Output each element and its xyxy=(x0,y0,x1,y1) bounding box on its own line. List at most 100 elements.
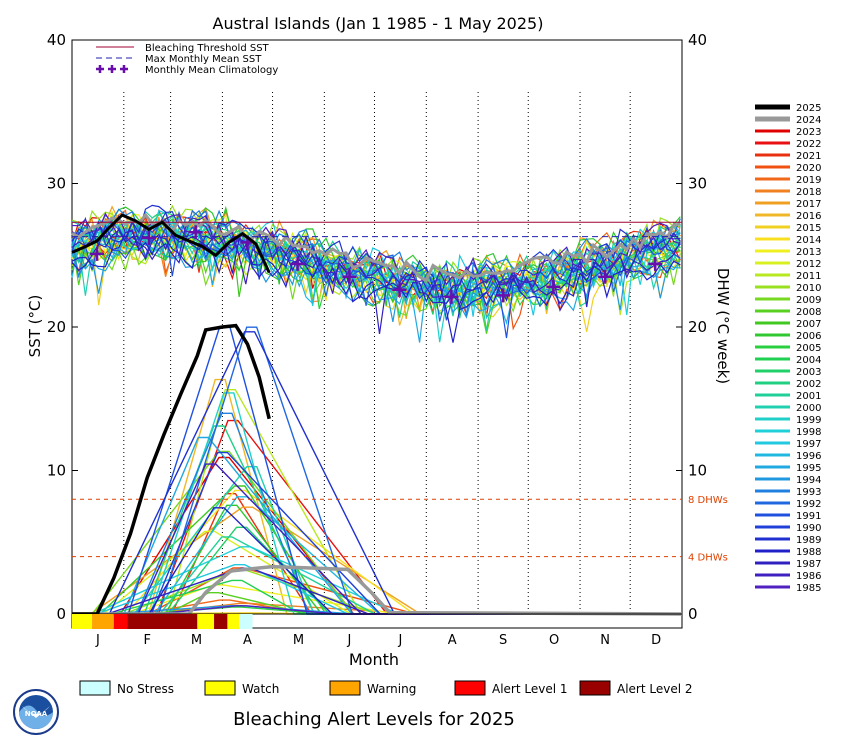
month-tick-label: S xyxy=(499,633,507,648)
year-legend-label: 2012 xyxy=(796,259,821,270)
series-2024-dhw-line xyxy=(72,564,683,616)
month-tick-label: O xyxy=(549,633,559,648)
year-legend-label: 2025 xyxy=(796,103,821,114)
month-tick-label: F xyxy=(143,633,150,648)
month-tick-label: N xyxy=(600,633,610,648)
y-tick-label-left: 10 xyxy=(47,462,66,480)
alert-level-bar xyxy=(72,614,253,629)
climatology-marker xyxy=(141,231,156,246)
year-legend-label: 2002 xyxy=(796,379,821,390)
year-legend-label: 1992 xyxy=(796,499,821,510)
alert-legend-swatch xyxy=(204,680,236,696)
year-legend-label: 2001 xyxy=(796,391,821,402)
year-legend-label: 2003 xyxy=(796,367,821,378)
plot-frame xyxy=(71,39,683,629)
legend-plus-marker xyxy=(96,65,104,73)
historical-dhw-curves xyxy=(72,325,682,615)
year-legend-label: 1989 xyxy=(796,535,821,546)
alert-bar-segment xyxy=(92,614,114,629)
year-legend-label: 1994 xyxy=(796,475,821,486)
year-legend-label: 2018 xyxy=(796,187,821,198)
year-legend-label: 2010 xyxy=(796,283,821,294)
month-tick-label: A xyxy=(243,633,252,648)
year-legend-label: 2000 xyxy=(796,403,821,414)
climatology-marker xyxy=(188,225,203,240)
footer-title: Bleaching Alert Levels for 2025 xyxy=(233,709,515,730)
historical-dhw-line xyxy=(72,466,682,615)
climatology-marker xyxy=(444,289,459,304)
series-2024-sst-line xyxy=(71,212,681,283)
alert-legend-label: Alert Level 1 xyxy=(492,682,568,696)
year-legend-label: 2015 xyxy=(796,223,821,234)
y-tick-label-left: 40 xyxy=(47,31,66,49)
month-tick-label: M xyxy=(293,633,304,648)
month-tick-label: J xyxy=(397,633,402,648)
legend-plus-marker xyxy=(120,65,128,73)
series-2025-sst-line xyxy=(71,213,271,274)
alert-legend-label: Watch xyxy=(242,682,279,696)
year-legend-label: 2014 xyxy=(796,235,821,246)
year-legend-label: 1997 xyxy=(796,439,821,450)
year-legend-label: 1990 xyxy=(796,523,821,534)
year-legend-label: 2019 xyxy=(796,175,821,186)
y-tick-label-left: 0 xyxy=(56,605,66,623)
y-axis-right-ticks: 0 10 20 30 40 xyxy=(676,31,707,623)
month-tick-label: J xyxy=(95,633,100,648)
y-axis-left-ticks: 0 10 20 30 40 xyxy=(47,31,78,623)
year-legend-label: 1998 xyxy=(796,427,821,438)
alert-legend-label: No Stress xyxy=(117,682,174,696)
year-legend-label: 2008 xyxy=(796,307,821,318)
historical-sst-line xyxy=(71,219,681,343)
y-tick-label-left: 20 xyxy=(47,318,66,336)
climatology-marker xyxy=(496,288,511,303)
year-legend-label: 2007 xyxy=(796,319,821,330)
year-legend: 2025202420232022202120202019201820172016… xyxy=(755,103,821,594)
y-axis-right-label: DHW (°C week) xyxy=(714,268,732,384)
threshold-legend-label: Max Monthly Mean SST xyxy=(145,54,262,65)
year-legend-label: 2022 xyxy=(796,139,821,150)
month-tick-label: D xyxy=(651,633,661,648)
year-legend-label: 1995 xyxy=(796,463,821,474)
climatology-marker xyxy=(290,256,305,271)
climatology-marker xyxy=(546,279,561,294)
year-legend-label: 2021 xyxy=(796,151,821,162)
historical-sst-line xyxy=(71,229,681,334)
climatology-marker xyxy=(392,282,407,297)
year-legend-label: 2009 xyxy=(796,295,821,306)
year-legend-label: 2006 xyxy=(796,331,821,342)
logo-text: NOAA xyxy=(25,710,48,718)
year-legend-label: 2023 xyxy=(796,127,821,138)
dhw-threshold-lines: 8 DHWs 4 DHWs xyxy=(72,495,728,564)
alert-legend-label: Alert Level 2 xyxy=(617,682,693,696)
x-axis-label: Month xyxy=(349,650,399,669)
alert-legend-swatch xyxy=(79,680,111,696)
year-legend-label: 1996 xyxy=(796,451,821,462)
month-gridlines xyxy=(123,92,631,614)
year-legend-label: 1988 xyxy=(796,547,821,558)
year-legend-label: 2011 xyxy=(796,271,821,282)
year-legend-label: 2013 xyxy=(796,247,821,258)
year-legend-label: 2017 xyxy=(796,199,821,210)
alert-bar-segment xyxy=(72,614,93,629)
year-legend-label: 2005 xyxy=(796,343,821,354)
year-legend-label: 1985 xyxy=(796,583,821,594)
alert-bar-segment xyxy=(127,614,198,629)
y-tick-label-left: 30 xyxy=(47,175,66,193)
year-legend-label: 2020 xyxy=(796,163,821,174)
y-tick-label-right: 0 xyxy=(688,605,698,623)
historical-sst-line xyxy=(71,226,681,316)
month-tick-label: A xyxy=(448,633,457,648)
historical-sst-band xyxy=(71,204,681,343)
historical-sst-line xyxy=(71,226,681,339)
series-2025-dhw-line xyxy=(72,323,271,616)
dhw-threshold-label: 8 DHWs xyxy=(688,495,728,506)
historical-dhw-line xyxy=(72,569,682,615)
noaa-logo-icon: NOAA xyxy=(13,689,59,735)
alert-bar-segment xyxy=(197,614,215,629)
year-legend-label: 2024 xyxy=(796,115,821,126)
climatology-marker xyxy=(648,256,663,271)
historical-sst-line xyxy=(71,230,681,343)
